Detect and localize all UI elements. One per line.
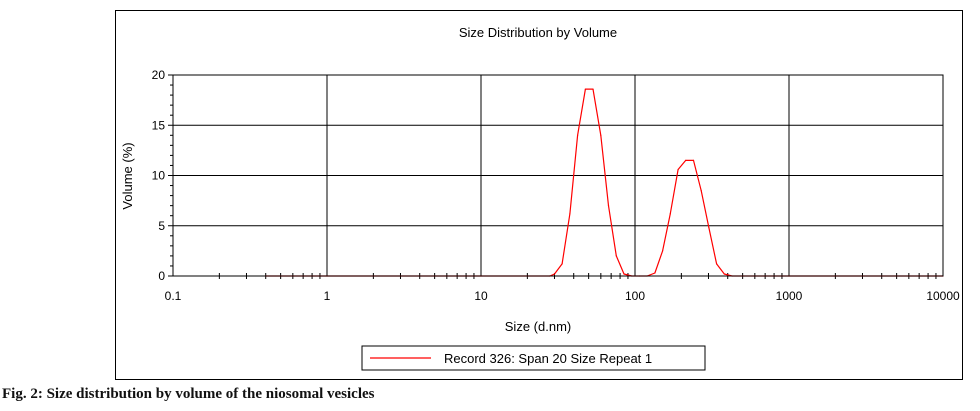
x-tick-label: 1000 — [776, 289, 803, 303]
data-point — [623, 273, 625, 275]
y-tick-label: 5 — [158, 219, 165, 233]
x-tick-label: 10 — [474, 289, 488, 303]
x-tick-label: 0.1 — [165, 289, 182, 303]
x-axis-label: Size (d.nm) — [505, 319, 571, 334]
data-point — [615, 255, 617, 257]
data-point — [577, 134, 579, 136]
y-tick-label: 0 — [158, 269, 165, 283]
data-point — [669, 213, 671, 215]
data-point — [685, 159, 687, 161]
data-point — [569, 213, 571, 215]
data-point — [677, 168, 679, 171]
figure-caption: Fig. 2: Size distribution by volume of t… — [2, 386, 375, 402]
series-layer — [265, 88, 944, 277]
legend: Record 326: Span 20 Size Repeat 1 — [361, 345, 706, 371]
x-tick-label: 100 — [625, 289, 645, 303]
data-point — [600, 134, 602, 136]
x-tick-labels: 0.1 1 10 100 1000 10000 — [165, 289, 960, 303]
size-distribution-chart: Size Distribution by Volume 0.1 1 10 100 100… — [120, 25, 960, 371]
y-axis-label: Volume (%) — [120, 142, 135, 209]
data-point — [708, 227, 710, 229]
y-tick-label: 20 — [152, 68, 166, 82]
y-tick-label: 10 — [152, 169, 166, 183]
y-tick-label: 15 — [152, 118, 166, 132]
data-point — [561, 263, 563, 265]
data-point — [553, 273, 556, 275]
legend-label-series-1: Record 326: Span 20 Size Repeat 1 — [444, 351, 652, 366]
data-point — [607, 205, 610, 207]
series-line-1 — [265, 88, 943, 277]
data-point — [700, 190, 702, 192]
data-point — [654, 272, 656, 274]
y-tick-labels: 0 5 10 15 20 — [152, 68, 166, 283]
data-point — [662, 250, 664, 252]
figure-frame: Size Distribution by Volume 0.1 1 10 100 100… — [115, 10, 963, 380]
chart-title: Size Distribution by Volume — [459, 25, 617, 40]
data-point — [584, 88, 586, 90]
x-tick-label: 1 — [324, 289, 331, 303]
data-point — [716, 263, 718, 265]
plot-border — [172, 74, 944, 277]
data-point — [592, 88, 594, 90]
minor-ticks — [168, 74, 937, 279]
data-point — [692, 159, 695, 161]
data-point — [723, 273, 725, 275]
x-tick-label: 10000 — [926, 289, 960, 303]
grid-layer — [172, 74, 944, 277]
